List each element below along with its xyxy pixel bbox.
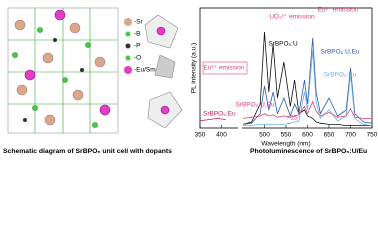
legend-swatch <box>124 66 132 74</box>
x-tick-label: 700 <box>345 132 356 139</box>
x-tick-label: 350 <box>195 132 206 139</box>
spectrum-line <box>243 49 373 126</box>
legend-swatch <box>125 31 131 37</box>
annotation: Eu³⁺ emission <box>318 7 359 14</box>
figure: -Sr -B -P -O -Eu/Sm Schematic diagram of SrB… <box>3 7 378 155</box>
legend-label: -O <box>134 55 141 62</box>
annotation: UO₂²⁺ emission <box>269 14 315 21</box>
legend-swatch <box>125 55 131 61</box>
x-tick-label: 650 <box>324 132 335 139</box>
legend-label: -Sr <box>134 19 144 26</box>
legend-swatch <box>124 18 132 26</box>
chart-caption: Photoluminescence of SrBPO₅:U/Eu <box>250 148 367 155</box>
legend-label: -P <box>134 43 141 50</box>
series-label: SrBPO₅:U,Eu <box>235 102 274 109</box>
x-tick-label: 400 <box>216 132 227 139</box>
y-axis-label: PL intensity (a.u.) <box>191 43 198 93</box>
spectrum-line <box>242 100 372 119</box>
x-axis-label: Wavelength (nm) <box>261 141 310 148</box>
series-label: SrBPO₅:U,Eu <box>320 49 359 56</box>
series-label: SrBPO₅:Eu <box>324 72 357 79</box>
atom-legend: -Sr -B -P -O -Eu/Sm <box>124 18 156 74</box>
series-label: SrBPO₅:U <box>268 41 298 48</box>
legend-label: -B <box>134 31 141 38</box>
x-tick-label: 550 <box>281 132 292 139</box>
annotation-box <box>202 61 248 75</box>
crystal-structure <box>7 7 183 134</box>
annotation: ×15 <box>286 115 297 122</box>
legend-label: -Eu/Sm <box>134 67 156 74</box>
diagram-caption: Schematic diagram of SrBPO₅ unit cell wi… <box>3 148 172 155</box>
annotation: Eu²⁺ emission <box>204 65 245 72</box>
spectrum-line <box>242 31 372 126</box>
x-tick-label: 600 <box>302 132 313 139</box>
axis-break <box>238 125 242 131</box>
spectrum-line <box>199 117 226 122</box>
legend-swatch <box>125 43 131 49</box>
spectrum-line <box>242 37 373 125</box>
x-tick-label: 500 <box>259 132 270 139</box>
series-label: SrBPO₅:Eu <box>203 111 236 118</box>
x-tick-label: 750 <box>367 132 378 139</box>
